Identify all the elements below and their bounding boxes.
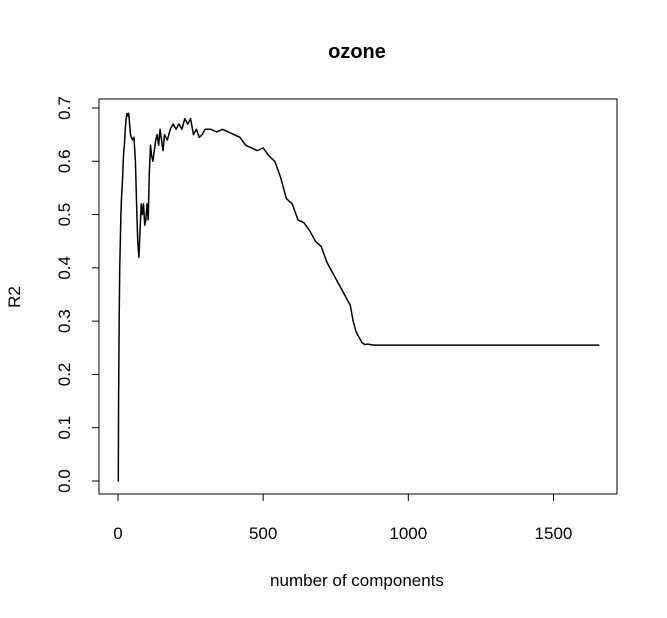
y-axis-label: R2 <box>5 286 24 308</box>
y-tick-label: 0.0 <box>55 469 74 493</box>
y-tick-label: 0.3 <box>55 309 74 333</box>
y-tick-label: 0.1 <box>55 416 74 440</box>
y-axis: 0.0 0.1 0.2 0.3 0.4 0.5 0.6 0.7 <box>55 96 100 493</box>
y-tick-label: 0.4 <box>55 256 74 280</box>
x-axis-label: number of components <box>270 571 444 590</box>
y-tick-label: 0.5 <box>55 203 74 227</box>
x-tick-label: 1000 <box>389 524 427 543</box>
x-tick-label: 1500 <box>535 524 573 543</box>
x-axis: 0 500 1000 1500 <box>113 493 573 543</box>
r2-series-line <box>117 112 600 482</box>
chart-title: ozone <box>328 41 386 63</box>
plot-frame <box>98 98 618 495</box>
y-tick-label: 0.2 <box>55 363 74 387</box>
x-tick-label: 500 <box>249 524 277 543</box>
y-tick-label: 0.7 <box>55 96 74 120</box>
y-tick-label: 0.6 <box>55 149 74 173</box>
x-tick-label: 0 <box>113 524 122 543</box>
